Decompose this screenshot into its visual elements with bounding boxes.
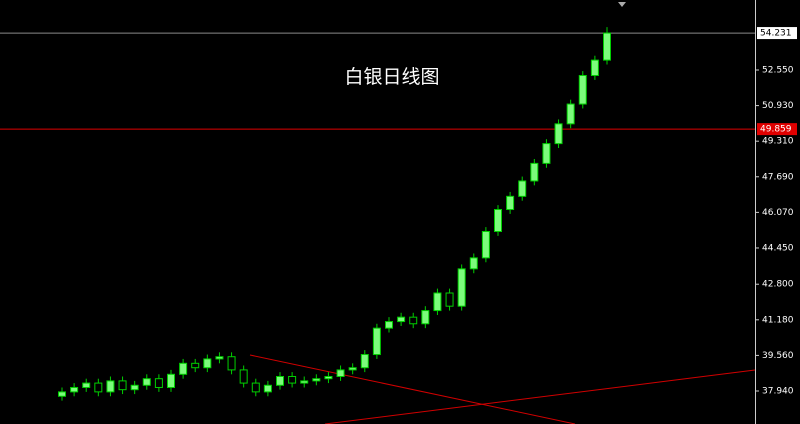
candle-body xyxy=(312,378,321,382)
candle-body xyxy=(227,356,236,371)
candle-body xyxy=(106,380,115,393)
candle-body xyxy=(421,310,430,325)
candle-body xyxy=(348,367,357,371)
candle-body xyxy=(360,354,369,369)
candle-body xyxy=(191,362,200,369)
y-tick-label: 49.310 xyxy=(762,137,794,147)
candle-body xyxy=(167,373,175,388)
y-tick-label: 41.180 xyxy=(762,315,794,325)
candle-body xyxy=(457,268,466,307)
candle-body xyxy=(130,384,139,391)
level-label: 49.859 xyxy=(760,125,792,135)
shift-marker xyxy=(618,2,626,7)
candle-body xyxy=(433,292,442,312)
candle-body xyxy=(385,321,393,329)
y-tick-label: 46.070 xyxy=(762,208,794,218)
candle-body xyxy=(276,375,284,386)
candle-body xyxy=(542,143,551,164)
candle-body xyxy=(94,382,103,393)
y-tick-label: 42.800 xyxy=(762,280,794,290)
candle-body xyxy=(263,384,272,393)
trend-line xyxy=(249,354,576,424)
candle-body xyxy=(566,103,575,125)
candle-body xyxy=(554,123,563,145)
candle-body xyxy=(142,378,151,386)
candle-body xyxy=(518,180,527,197)
y-tick-label: 37.940 xyxy=(762,386,794,396)
candle-body xyxy=(70,386,79,393)
chart-title: 白银日线图 xyxy=(344,66,439,88)
candle-body xyxy=(590,59,599,76)
candle-body xyxy=(530,162,539,182)
candle-body xyxy=(215,356,224,360)
trend-line xyxy=(324,369,756,424)
candle-body xyxy=(58,391,66,397)
y-tick-label: 39.560 xyxy=(762,351,794,361)
level-label-box xyxy=(757,123,797,136)
candle-body xyxy=(409,316,418,325)
candle-body xyxy=(372,327,381,356)
candle-body xyxy=(469,257,478,270)
candle-body xyxy=(336,369,345,377)
candle-body xyxy=(578,74,587,105)
candle-body xyxy=(494,209,502,232)
candle-body xyxy=(324,375,333,380)
candle-body xyxy=(506,195,515,211)
price-label: 54.231 xyxy=(760,29,792,39)
candle-body xyxy=(82,382,91,388)
candle-body xyxy=(239,369,248,384)
y-tick-label: 50.930 xyxy=(762,101,794,111)
candle-body xyxy=(603,32,611,61)
candle-body xyxy=(445,292,454,307)
candle-body xyxy=(397,316,406,323)
candle-body xyxy=(203,358,212,369)
candle-body xyxy=(251,382,260,393)
candle-body xyxy=(154,378,163,388)
y-tick-label: 44.450 xyxy=(762,243,794,253)
y-tick-label: 47.690 xyxy=(762,172,794,182)
candle-body xyxy=(300,380,309,384)
candle-body xyxy=(118,380,127,391)
y-tick-label: 52.550 xyxy=(762,66,794,76)
price-label-box xyxy=(757,27,797,40)
candle-body xyxy=(179,362,188,375)
candle-body xyxy=(481,230,490,259)
candle-body xyxy=(288,375,297,384)
